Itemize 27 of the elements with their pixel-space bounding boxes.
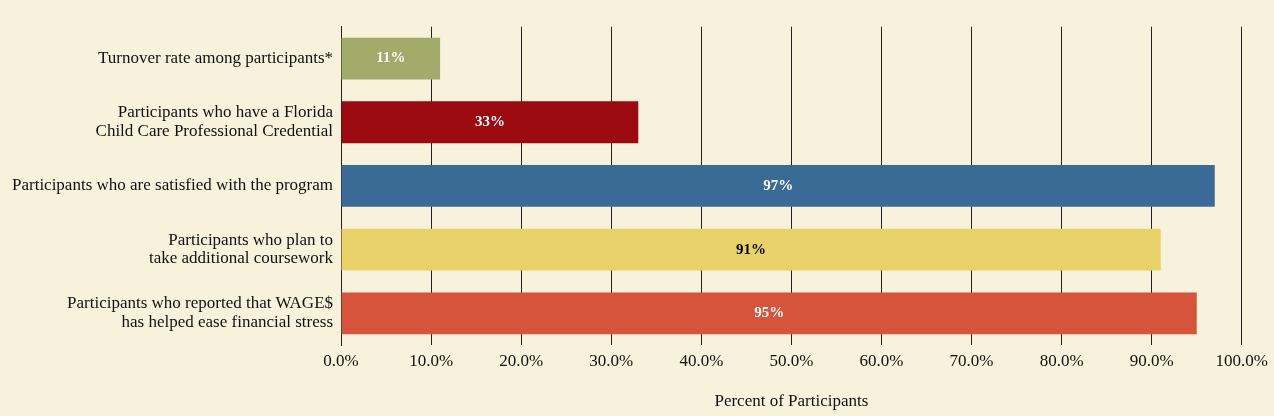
bar	[341, 101, 639, 144]
x-tick-label: 60.0%	[859, 350, 904, 370]
data-label: 95%	[754, 304, 785, 321]
data-label: 11%	[376, 49, 406, 66]
bar	[341, 292, 1197, 335]
x-tick-label: 90.0%	[1129, 350, 1174, 370]
x-tick-label: 50.0%	[769, 350, 814, 370]
y-tick-label: Participants who are satisfied with the program	[11, 175, 334, 195]
bar	[341, 37, 441, 80]
y-tick-label: Turnover rate among participants*	[98, 48, 334, 68]
y-tick-label: Participants who have a Florida Child Care Professional Credential	[95, 102, 334, 141]
x-tick-label: 30.0%	[589, 350, 634, 370]
bar	[341, 165, 1215, 207]
x-tick-label: 100.0%	[1215, 350, 1269, 370]
y-tick-label: Participants who plan to take additional coursework	[148, 229, 334, 268]
x-tick-label: 70.0%	[949, 350, 994, 370]
x-axis-title: Percent of Participants	[714, 391, 869, 411]
x-tick-label: 80.0%	[1039, 350, 1084, 370]
data-label: 97%	[763, 176, 794, 193]
y-tick-label: Participants who reported that WAGE$ has helped ease financial stress	[67, 293, 334, 332]
bar	[341, 228, 1161, 271]
x-tick-label: 20.0%	[499, 350, 544, 370]
x-tick-label: 10.0%	[409, 350, 454, 370]
data-label: 91%	[736, 240, 767, 257]
x-tick-label: 40.0%	[679, 350, 724, 370]
data-label: 33%	[474, 113, 505, 130]
x-tick-label: 0.0%	[323, 350, 359, 370]
